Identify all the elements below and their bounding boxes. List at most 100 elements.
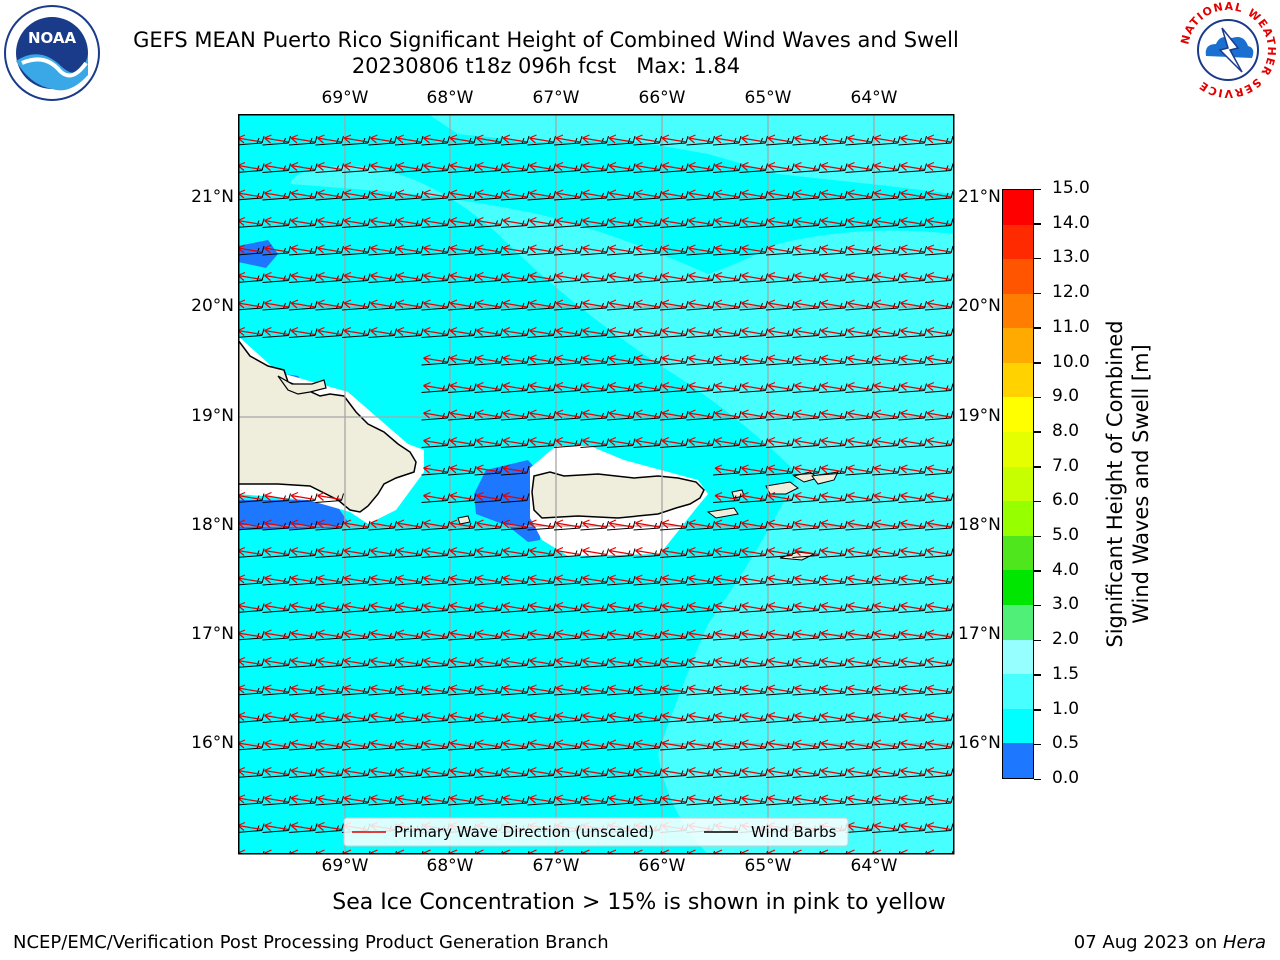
- wave-direction-arrow: [820, 491, 846, 501]
- wave-direction-arrow: [820, 381, 846, 391]
- wave-direction-arrow: [926, 326, 952, 336]
- wind-barb: [341, 328, 371, 338]
- wave-direction-arrow: [317, 491, 342, 501]
- wave-direction-arrow: [529, 271, 554, 281]
- wave-direction-arrow: [423, 629, 448, 639]
- wind-barb: [580, 548, 609, 558]
- wave-direction-arrow: [741, 711, 766, 721]
- wind-barb: [792, 548, 821, 558]
- wind-barb: [553, 355, 583, 366]
- wave-direction-arrow: [926, 134, 952, 144]
- wind-barb: [633, 328, 662, 338]
- wave-direction-arrow: [608, 546, 634, 556]
- wave-direction-arrow: [529, 629, 554, 639]
- wind-barb: [871, 383, 901, 393]
- wave-direction-arrow: [317, 299, 342, 309]
- wave-direction-arrow: [317, 601, 342, 611]
- wave-direction-arrow: [847, 189, 872, 199]
- wave-direction-arrow: [529, 739, 554, 749]
- wind-barb: [527, 355, 556, 366]
- wind-barb: [580, 685, 609, 696]
- wind-barb: [898, 438, 927, 448]
- wave-direction-arrow: [767, 134, 793, 144]
- wave-direction-arrow: [820, 271, 846, 281]
- wind-barb: [606, 795, 636, 806]
- wind-barb: [580, 575, 609, 586]
- wind-barb: [739, 768, 768, 778]
- wind-barb: [924, 383, 954, 393]
- wind-barb: [421, 768, 450, 778]
- colorbar-tick-label: 6.0: [1052, 490, 1080, 511]
- wind-barb: [818, 135, 848, 146]
- wind-barb: [818, 740, 848, 751]
- wind-barb: [871, 795, 901, 806]
- wind-barb: [238, 328, 265, 338]
- wave-direction-arrow: [502, 436, 528, 446]
- wave-direction-arrow: [847, 216, 872, 226]
- wave-direction-arrow: [900, 436, 925, 446]
- wave-direction-arrow: [608, 656, 634, 666]
- wind-barb: [580, 740, 609, 751]
- wave-direction-arrow: [582, 381, 607, 391]
- wind-barb: [580, 135, 609, 146]
- wind-barb: [315, 823, 344, 833]
- wind-barb: [238, 575, 265, 586]
- wind-barb: [898, 190, 927, 201]
- wave-direction-arrow: [476, 134, 501, 144]
- wave-direction-arrow: [343, 271, 369, 281]
- wave-direction-arrow: [661, 271, 687, 281]
- wave-direction-arrow: [476, 711, 501, 721]
- wave-direction-arrow: [926, 464, 952, 474]
- wind-barb: [871, 685, 901, 696]
- wind-barb: [262, 713, 291, 723]
- wave-direction-arrow: [343, 766, 369, 776]
- wave-direction-arrow: [582, 739, 607, 749]
- colorbar-tick-label: 9.0: [1052, 386, 1080, 407]
- wave-direction-arrow: [396, 629, 422, 639]
- wind-barb: [474, 300, 503, 311]
- wave-direction-arrow: [529, 684, 554, 694]
- wave-direction-arrow: [608, 629, 634, 639]
- wind-barb: [765, 575, 795, 586]
- wind-barb: [341, 273, 371, 283]
- colorbar-segment: [1003, 293, 1033, 329]
- wave-direction-arrow: [423, 464, 448, 474]
- wind-barb: [633, 603, 662, 613]
- wind-barb: [871, 630, 901, 641]
- wind-barb: [238, 823, 265, 833]
- wave-direction-arrow: [794, 409, 819, 419]
- wind-barb: [898, 493, 927, 503]
- colorbar-segment: [1003, 190, 1033, 225]
- wind-barb: [606, 355, 636, 366]
- wind-barb: [606, 383, 636, 393]
- wind-barb: [368, 520, 397, 531]
- wind-barb: [447, 713, 477, 723]
- wave-direction-arrow: [794, 629, 819, 639]
- wind-barb: [686, 383, 715, 393]
- wave-direction-arrow: [767, 271, 793, 281]
- wave-direction-arrow: [370, 189, 395, 199]
- wind-barb: [659, 658, 689, 668]
- wave-direction-arrow: [582, 794, 607, 804]
- wave-direction-arrow: [635, 326, 660, 336]
- wave-direction-arrow: [502, 546, 528, 556]
- wave-direction-arrow: [423, 381, 448, 391]
- wave-direction-arrow: [290, 161, 316, 171]
- wind-barb: [818, 245, 848, 256]
- wind-barb: [580, 300, 609, 311]
- wind-barb: [527, 768, 556, 778]
- wind-barb: [500, 190, 530, 201]
- wave-direction-arrow: [767, 216, 793, 226]
- wind-barb: [474, 520, 503, 531]
- wind-barb: [633, 163, 662, 173]
- wind-barb: [845, 823, 874, 833]
- wind-barb: [818, 493, 848, 503]
- wind-barb: [924, 685, 954, 696]
- wind-barb: [447, 548, 477, 558]
- wind-barb: [712, 713, 742, 723]
- wave-direction-arrow: [449, 189, 475, 199]
- wave-direction-arrow: [423, 354, 448, 364]
- wind-barb: [288, 273, 318, 283]
- wave-direction-arrow: [502, 739, 528, 749]
- wind-barb: [580, 163, 609, 173]
